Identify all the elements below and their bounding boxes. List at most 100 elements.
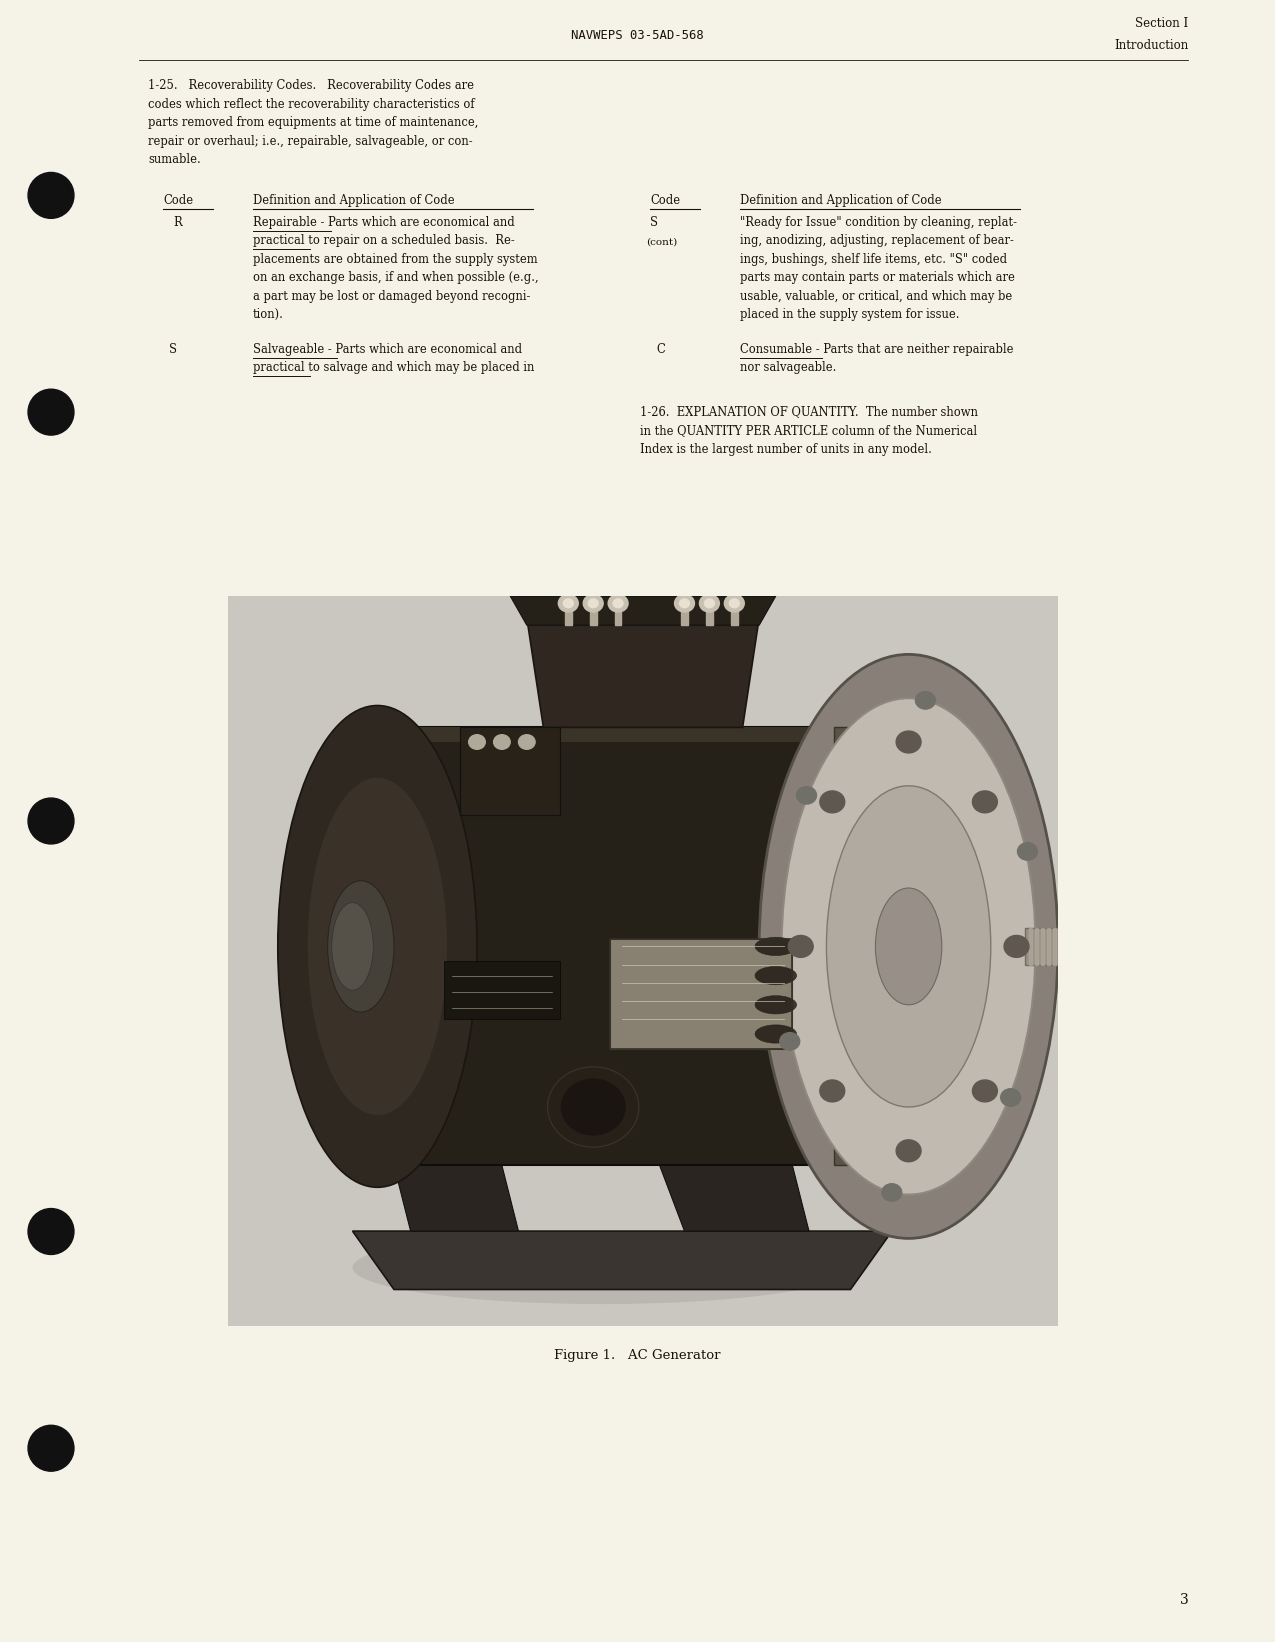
Text: tion).: tion). — [252, 309, 284, 320]
Circle shape — [558, 594, 579, 612]
Circle shape — [560, 1077, 626, 1136]
Bar — [1025, 928, 1075, 964]
Circle shape — [1003, 936, 1029, 957]
Circle shape — [882, 1184, 901, 1202]
Text: parts may contain parts or materials which are: parts may contain parts or materials whi… — [740, 271, 1015, 284]
Ellipse shape — [759, 655, 1058, 1238]
Circle shape — [704, 599, 714, 608]
Circle shape — [674, 594, 695, 612]
Ellipse shape — [755, 967, 797, 985]
Circle shape — [729, 599, 740, 608]
Polygon shape — [510, 596, 775, 626]
Text: S: S — [650, 215, 658, 228]
Bar — [834, 727, 867, 1166]
Circle shape — [820, 791, 845, 813]
Ellipse shape — [332, 903, 374, 990]
Circle shape — [469, 734, 486, 749]
Ellipse shape — [876, 888, 942, 1005]
Text: Introduction: Introduction — [1114, 39, 1188, 53]
Bar — [590, 599, 597, 626]
Text: ings, bushings, shelf life items, etc. "S" coded: ings, bushings, shelf life items, etc. "… — [740, 253, 1007, 266]
Text: practical to repair on a scheduled basis.  Re-: practical to repair on a scheduled basis… — [252, 235, 515, 246]
Text: usable, valuable, or critical, and which may be: usable, valuable, or critical, and which… — [740, 289, 1012, 302]
Bar — [1035, 928, 1038, 964]
Text: Code: Code — [163, 194, 193, 207]
Text: placements are obtained from the supply system: placements are obtained from the supply … — [252, 253, 538, 266]
Text: nor salvageable.: nor salvageable. — [740, 361, 836, 374]
Text: on an exchange basis, if and when possible (e.g.,: on an exchange basis, if and when possib… — [252, 271, 538, 284]
Circle shape — [788, 936, 813, 957]
Text: S: S — [170, 343, 177, 356]
Text: parts removed from equipments at time of maintenance,: parts removed from equipments at time of… — [148, 117, 478, 130]
Polygon shape — [411, 727, 850, 1166]
FancyBboxPatch shape — [609, 939, 792, 1049]
Text: Code: Code — [650, 194, 680, 207]
FancyBboxPatch shape — [444, 961, 560, 1020]
Text: Index is the largest number of units in any model.: Index is the largest number of units in … — [640, 442, 932, 455]
Text: Salvageable - Parts which are economical and: Salvageable - Parts which are economical… — [252, 343, 523, 356]
Circle shape — [608, 594, 629, 612]
Circle shape — [780, 1033, 799, 1051]
Text: Section I: Section I — [1135, 16, 1188, 30]
Polygon shape — [411, 727, 850, 742]
Circle shape — [915, 691, 936, 709]
Bar — [1047, 928, 1049, 964]
Text: practical to salvage and which may be placed in: practical to salvage and which may be pl… — [252, 361, 534, 374]
Bar — [706, 599, 713, 626]
Text: 1-26.  EXPLANATION OF QUANTITY.  The number shown: 1-26. EXPLANATION OF QUANTITY. The numbe… — [640, 406, 978, 419]
Text: in the QUANTITY PER ARTICLE column of the Numerical: in the QUANTITY PER ARTICLE column of th… — [640, 424, 977, 437]
Circle shape — [28, 1209, 74, 1254]
Circle shape — [588, 599, 598, 608]
Text: placed in the supply system for issue.: placed in the supply system for issue. — [740, 309, 960, 320]
Circle shape — [973, 791, 997, 813]
Text: repair or overhaul; i.e., repairable, salvageable, or con-: repair or overhaul; i.e., repairable, sa… — [148, 135, 473, 148]
Polygon shape — [659, 1166, 810, 1232]
Ellipse shape — [826, 787, 991, 1107]
Polygon shape — [352, 1232, 892, 1289]
Circle shape — [973, 1080, 997, 1102]
Text: Figure 1.   AC Generator: Figure 1. AC Generator — [555, 1350, 720, 1361]
Bar — [731, 599, 738, 626]
Bar — [1040, 928, 1044, 964]
Circle shape — [797, 787, 816, 805]
Circle shape — [519, 734, 536, 749]
Text: Consumable - Parts that are neither repairable: Consumable - Parts that are neither repa… — [740, 343, 1014, 356]
Ellipse shape — [755, 1025, 797, 1043]
Circle shape — [700, 594, 719, 612]
Text: sumable.: sumable. — [148, 153, 200, 166]
Circle shape — [724, 594, 745, 612]
Ellipse shape — [782, 698, 1035, 1195]
Circle shape — [28, 389, 74, 435]
Ellipse shape — [352, 1232, 850, 1304]
Circle shape — [564, 599, 574, 608]
Text: codes which reflect the recoverability characteristics of: codes which reflect the recoverability c… — [148, 97, 474, 110]
Circle shape — [896, 1140, 921, 1163]
Circle shape — [493, 734, 510, 749]
Ellipse shape — [328, 880, 394, 1011]
Bar — [1029, 928, 1031, 964]
Bar — [1065, 928, 1067, 964]
Ellipse shape — [278, 706, 477, 1187]
Circle shape — [28, 172, 74, 218]
Bar — [1058, 928, 1062, 964]
Bar — [1071, 928, 1074, 964]
Circle shape — [28, 1425, 74, 1471]
Text: 1-25.   Recoverability Codes.   Recoverability Codes are: 1-25. Recoverability Codes. Recoverabili… — [148, 79, 474, 92]
Text: a part may be lost or damaged beyond recogni-: a part may be lost or damaged beyond rec… — [252, 289, 530, 302]
Circle shape — [896, 731, 921, 754]
Circle shape — [820, 1080, 845, 1102]
Polygon shape — [394, 1166, 519, 1232]
Text: Repairable - Parts which are economical and: Repairable - Parts which are economical … — [252, 215, 515, 228]
Text: Definition and Application of Code: Definition and Application of Code — [740, 194, 942, 207]
Text: "Ready for Issue" condition by cleaning, replat-: "Ready for Issue" condition by cleaning,… — [740, 215, 1017, 228]
Bar — [1053, 928, 1056, 964]
Ellipse shape — [307, 778, 448, 1115]
Text: ing, anodizing, adjusting, replacement of bear-: ing, anodizing, adjusting, replacement o… — [740, 235, 1014, 246]
Text: C: C — [657, 343, 664, 356]
Circle shape — [28, 798, 74, 844]
Bar — [681, 599, 687, 626]
Polygon shape — [527, 617, 759, 727]
Text: R: R — [173, 215, 182, 228]
Polygon shape — [460, 727, 560, 814]
Ellipse shape — [755, 995, 797, 1013]
